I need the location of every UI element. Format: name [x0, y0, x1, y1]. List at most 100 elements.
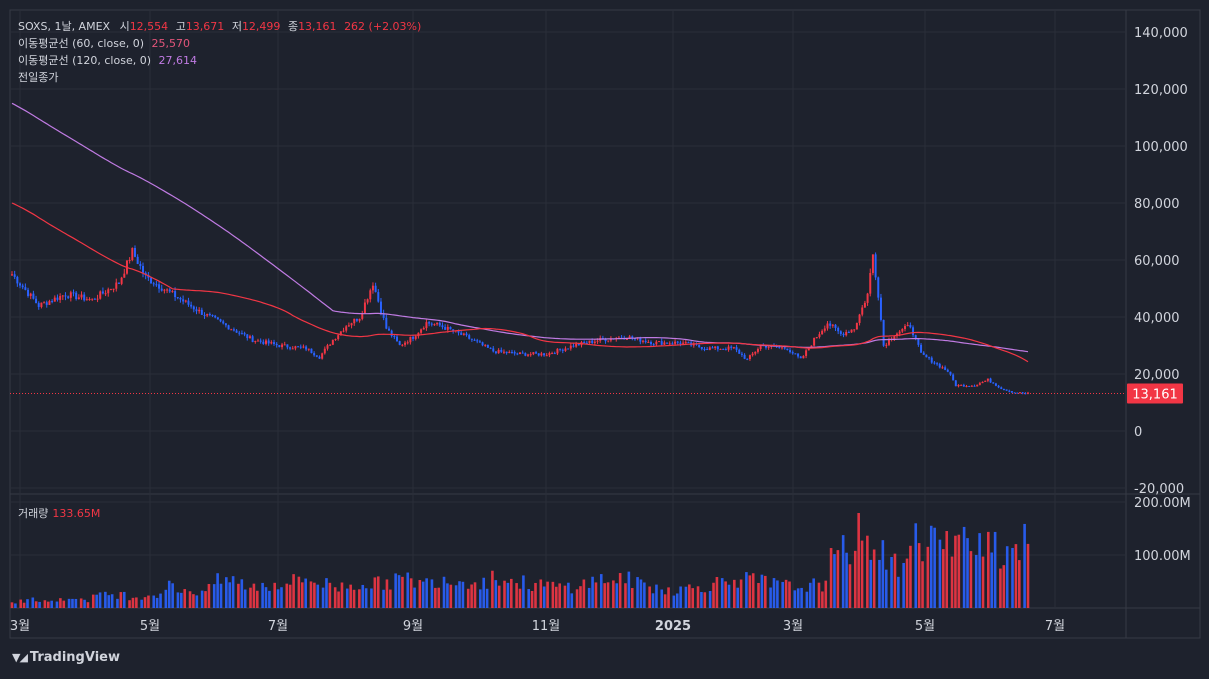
candle-body: [684, 342, 687, 344]
candle-body: [545, 355, 548, 357]
volume-bar: [497, 585, 501, 608]
volume-bar: [337, 591, 340, 608]
candle-body: [387, 328, 390, 331]
volume-legend[interactable]: 거래량 133.65M: [18, 505, 100, 521]
candle-body: [674, 341, 677, 344]
volume-bar: [1023, 523, 1026, 608]
candle-body: [323, 348, 326, 354]
volume-bar: [966, 538, 969, 608]
candle-body: [874, 254, 877, 278]
candle-body: [767, 346, 770, 348]
volume-bar: [212, 584, 216, 608]
volume-bar: [382, 589, 385, 608]
candle-body: [251, 336, 254, 343]
price-tick-label: 120,000: [1134, 83, 1188, 98]
candle-body: [406, 342, 409, 344]
candle-body: [291, 348, 294, 350]
open-label: 시: [119, 20, 130, 33]
close-value: 13,161: [298, 20, 337, 33]
candle-body: [401, 344, 404, 346]
volume-bar: [225, 577, 228, 608]
candle-body: [583, 342, 586, 344]
candle-body: [27, 289, 30, 296]
candle-body: [192, 306, 195, 310]
candle-body: [559, 348, 562, 350]
candle-body: [853, 329, 856, 331]
candle-body: [313, 353, 316, 356]
volume-bar: [748, 575, 752, 608]
volume-bar: [55, 601, 59, 608]
last-price-tag-bg: [1127, 383, 1183, 404]
candle-body: [158, 284, 161, 289]
volume-bar: [79, 598, 83, 608]
candle-body: [687, 342, 690, 344]
ma120-legend[interactable]: 이동평균선 (120, close, 0) 27,614: [18, 52, 421, 69]
volume-bar: [503, 580, 506, 608]
volume-bar: [603, 583, 606, 608]
volume-bar: [107, 595, 111, 608]
candle-body: [339, 331, 342, 336]
volume-bar: [119, 592, 123, 608]
candle-body: [40, 302, 43, 307]
candle-body: [232, 329, 235, 331]
candle-body: [920, 344, 923, 353]
candle-body: [265, 340, 267, 344]
volume-bar: [333, 587, 337, 608]
candle-body: [88, 298, 91, 300]
volume-bar: [639, 579, 643, 608]
candle-body: [267, 340, 270, 344]
candle-body: [997, 385, 1000, 388]
volume-bar: [655, 584, 658, 608]
volume-tick-label: 100.00M: [1134, 549, 1191, 564]
prev-close-legend[interactable]: 전일종가: [18, 69, 421, 86]
candle-body: [24, 287, 27, 290]
price-tick-label: 80,000: [1134, 197, 1180, 212]
candle-body: [949, 371, 952, 375]
volume-bar: [59, 598, 62, 608]
candle-body: [219, 319, 222, 322]
volume-bar: [458, 581, 461, 608]
candle-body: [973, 385, 976, 387]
volume-bar: [147, 595, 150, 608]
candle-body: [591, 340, 594, 343]
candle-body: [315, 355, 318, 357]
candle-body: [829, 323, 832, 326]
candle-body: [660, 341, 663, 345]
candle-body: [334, 339, 337, 341]
candle-body: [19, 283, 22, 286]
volume-bar: [993, 531, 997, 608]
candle-body: [123, 273, 126, 278]
candle-body: [37, 303, 40, 307]
volume-bar: [974, 554, 978, 608]
volume-bar: [618, 573, 622, 608]
ma60-legend[interactable]: 이동평균선 (60, close, 0) 25,570: [18, 35, 421, 52]
candle-body: [398, 341, 401, 345]
candle-body: [91, 298, 94, 300]
candle-body: [925, 354, 928, 358]
volume-bar: [1018, 560, 1021, 608]
plot-background: [10, 10, 1200, 640]
volume-bar: [760, 574, 764, 608]
volume-tick-label: 200.00M: [1134, 496, 1191, 511]
candle-body: [1002, 389, 1005, 391]
volume-bar: [358, 589, 361, 608]
volume-bar: [921, 561, 924, 608]
volume-bar: [612, 580, 615, 608]
volume-bar: [183, 589, 187, 608]
ma120-label: 이동평균선 (120, close, 0): [18, 54, 151, 67]
candle-body: [845, 332, 848, 336]
candle-body: [842, 333, 845, 336]
candle-body: [706, 348, 709, 350]
volume-bar: [884, 569, 888, 608]
tradingview-brand[interactable]: ▼◢ TradingView: [12, 650, 120, 665]
volume-bar: [812, 578, 815, 608]
volume-bar: [252, 583, 256, 608]
candle-body: [847, 332, 850, 334]
volume-bar: [824, 580, 828, 608]
volume-bar: [606, 582, 610, 608]
candle-body: [551, 353, 554, 355]
volume-bar: [575, 589, 579, 608]
candle-body: [77, 297, 80, 300]
candle-body: [444, 327, 447, 330]
